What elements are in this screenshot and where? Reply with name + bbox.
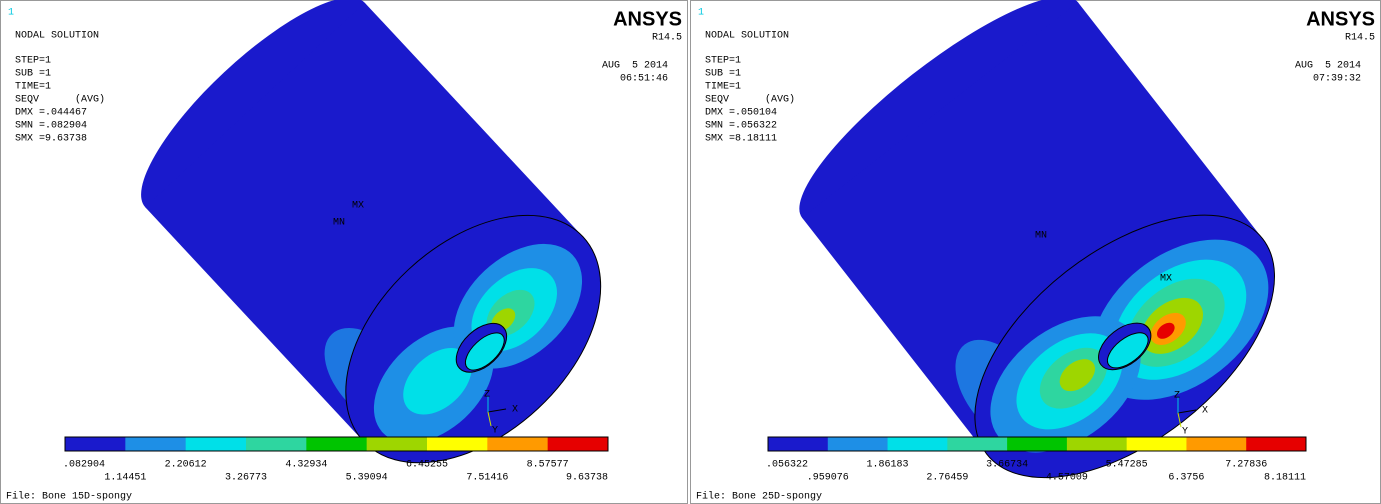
mn-label: MN — [1035, 231, 1047, 242]
solution-title: NODAL SOLUTION — [705, 31, 789, 42]
legend-label: 8.18111 — [1264, 473, 1306, 484]
corner-number: 1 — [698, 8, 704, 19]
info-line: SMN =.056322 — [705, 121, 777, 132]
colorbar-cell — [367, 437, 428, 451]
colorbar-cell — [1246, 437, 1306, 451]
colorbar-cell — [548, 437, 609, 451]
colorbar-cell — [768, 437, 828, 451]
logo: ANSYS — [1306, 8, 1375, 30]
legend-label: 7.27836 — [1225, 460, 1267, 471]
legend-label: 9.63738 — [566, 473, 608, 484]
info-line: STEP=1 — [15, 56, 51, 67]
colorbar-cell — [125, 437, 186, 451]
legend-label: 5.47285 — [1106, 460, 1148, 471]
corner-number: 1 — [8, 8, 14, 19]
legend-label: 5.39094 — [346, 473, 388, 484]
legend-label: 6.3756 — [1168, 473, 1204, 484]
legend-label: 7.51416 — [466, 473, 508, 484]
solution-title: NODAL SOLUTION — [15, 31, 99, 42]
version: R14.5 — [1345, 33, 1375, 44]
page: 1NODAL SOLUTIONSTEP=1SUB =1TIME=1SEQV (A… — [0, 0, 1381, 504]
colorbar-cell — [65, 437, 126, 451]
colorbar-cell — [828, 437, 888, 451]
axis-label: Y — [1182, 427, 1188, 438]
info-line: TIME=1 — [705, 82, 741, 93]
colorbar-cell — [888, 437, 948, 451]
mx-label: MX — [352, 201, 364, 212]
mn-label: MN — [333, 218, 345, 229]
version: R14.5 — [652, 33, 682, 44]
legend-label: 2.76459 — [926, 473, 968, 484]
colorbar-cell — [947, 437, 1007, 451]
info-line: DMX =.050104 — [705, 108, 777, 119]
legend-label: 6.45255 — [406, 460, 448, 471]
colorbar-cell — [246, 437, 307, 451]
legend-label: 2.20612 — [165, 460, 207, 471]
legend-label: 8.57577 — [527, 460, 569, 471]
info-line: SUB =1 — [705, 69, 741, 80]
colorbar-cell — [1186, 437, 1246, 451]
info-line: SMX =9.63738 — [15, 134, 87, 145]
file-name: File: Bone 15D-spongy — [6, 491, 132, 503]
legend-label: .056322 — [766, 460, 808, 471]
info-line: TIME=1 — [15, 82, 51, 93]
axis-label: X — [1202, 406, 1208, 417]
colorbar-cell — [306, 437, 367, 451]
axis-label: Z — [484, 390, 490, 401]
info-line: SEQV (AVG) — [15, 94, 105, 106]
colorbar-cell — [186, 437, 247, 451]
colorbar-cell — [1127, 437, 1187, 451]
info-line: SMX =8.18111 — [705, 134, 777, 145]
legend-label: 4.32934 — [285, 460, 327, 471]
date: AUG 5 2014 — [602, 61, 668, 72]
axis-label: Y — [492, 426, 498, 437]
legend-label: .082904 — [63, 460, 105, 471]
time: 06:51:46 — [620, 74, 668, 85]
colorbar-cell — [427, 437, 488, 451]
legend-label: 3.66734 — [986, 460, 1028, 471]
legend-label: .959076 — [807, 473, 849, 484]
info-line: SMN =.082904 — [15, 121, 87, 132]
info-line: SEQV (AVG) — [705, 94, 795, 106]
info-line: STEP=1 — [705, 56, 741, 67]
axis-label: X — [512, 405, 518, 416]
logo: ANSYS — [613, 8, 682, 30]
info-line: SUB =1 — [15, 69, 51, 80]
time: 07:39:32 — [1313, 74, 1361, 85]
colorbar-cell — [1007, 437, 1067, 451]
legend-label: 1.14451 — [104, 473, 146, 484]
colorbar-cell — [487, 437, 548, 451]
legend-label: 3.26773 — [225, 473, 267, 484]
axis-label: Z — [1174, 391, 1180, 402]
date: AUG 5 2014 — [1295, 61, 1361, 72]
legend-label: 1.86183 — [867, 460, 909, 471]
mx-label: MX — [1160, 274, 1172, 285]
colorbar-cell — [1067, 437, 1127, 451]
info-line: DMX =.044467 — [15, 108, 87, 119]
screens: 1NODAL SOLUTIONSTEP=1SUB =1TIME=1SEQV (A… — [0, 0, 1381, 504]
file-name: File: Bone 25D-spongy — [696, 491, 822, 503]
legend-label: 4.57009 — [1046, 473, 1088, 484]
